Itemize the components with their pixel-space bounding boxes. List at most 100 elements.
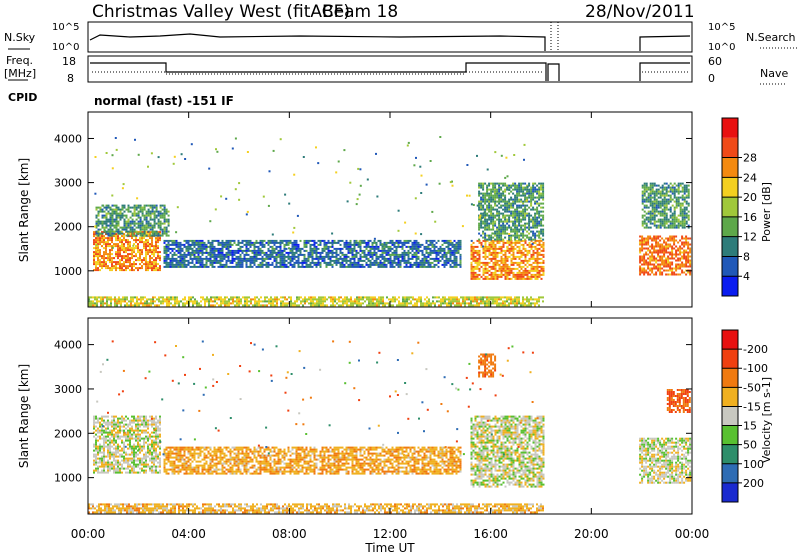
power-cell	[195, 265, 198, 268]
power-cell	[403, 257, 406, 260]
n-sky-label: N.Sky	[4, 31, 36, 44]
power-cell	[490, 222, 493, 225]
power-cell	[101, 208, 104, 211]
power-cell	[295, 241, 298, 244]
power-cell	[488, 298, 490, 301]
power-cell	[476, 253, 479, 256]
power-cell	[237, 241, 240, 244]
power-cell	[119, 214, 122, 217]
power-cell	[283, 249, 286, 252]
power-cell	[385, 265, 388, 268]
power-cell	[228, 302, 230, 305]
power-cell	[254, 302, 256, 305]
power-cell	[437, 249, 440, 252]
power-cell	[106, 300, 108, 303]
power-cell	[107, 257, 109, 260]
power-cell	[166, 304, 168, 307]
power-cell	[251, 241, 254, 244]
power-cell	[135, 232, 138, 235]
power-cell	[213, 259, 216, 262]
power-cell	[671, 261, 674, 264]
power-cell	[494, 182, 497, 185]
power-cell	[175, 265, 178, 268]
power-cell	[143, 206, 146, 209]
power-cell	[149, 263, 151, 266]
power-cell	[123, 269, 125, 272]
power-cell	[415, 251, 418, 254]
power-cell	[496, 253, 499, 256]
power-cell	[451, 249, 454, 252]
power-cell	[478, 249, 481, 252]
power-cell	[217, 253, 220, 256]
power-cell	[687, 257, 690, 260]
power-cell	[393, 241, 396, 244]
power-cell	[183, 255, 186, 258]
power-cell	[253, 249, 256, 252]
power-cell	[397, 241, 400, 244]
power-cell	[314, 302, 316, 305]
power-cell	[281, 265, 284, 268]
power-cell	[542, 271, 545, 274]
power-cell	[333, 261, 336, 264]
power-cell	[482, 271, 485, 274]
power-cell	[504, 255, 507, 258]
power-cell	[526, 265, 529, 268]
power-cell	[500, 267, 503, 270]
power-cell	[321, 257, 324, 260]
power-cell	[382, 300, 384, 303]
power-cell	[534, 212, 537, 215]
power-cell	[282, 296, 284, 299]
power-cell	[376, 300, 378, 303]
power-cell	[407, 253, 410, 256]
power-cell	[502, 190, 505, 193]
power-cell	[506, 249, 509, 252]
power-cell	[395, 253, 398, 256]
power-cell	[125, 241, 127, 244]
power-cell	[496, 296, 498, 299]
power-cell	[514, 238, 517, 241]
power-cell	[653, 206, 656, 209]
power-cell	[663, 269, 666, 272]
power-cell	[275, 241, 278, 244]
power-cell	[119, 241, 121, 244]
cpid-label: CPID	[8, 91, 37, 104]
power-cell	[251, 259, 254, 262]
power-cell	[139, 253, 141, 256]
power-cell	[281, 253, 284, 256]
power-cell	[502, 230, 505, 233]
power-cell	[528, 269, 531, 272]
power-cell	[375, 263, 378, 266]
power-cell	[273, 251, 276, 254]
power-cell	[685, 249, 688, 252]
power-cell	[163, 245, 166, 248]
power-cell	[215, 257, 218, 260]
power-cell	[322, 296, 324, 299]
power-cell	[530, 257, 533, 260]
power-cell	[331, 265, 334, 268]
power-cell	[649, 222, 652, 225]
power-cell	[657, 255, 660, 258]
power-cell	[163, 208, 166, 211]
power-cell	[103, 210, 106, 213]
power-cell	[502, 182, 505, 185]
power-cell	[655, 245, 658, 248]
power-cell	[318, 300, 320, 303]
power-cell	[418, 296, 420, 299]
power-cell	[490, 247, 493, 250]
power-cell	[110, 300, 112, 303]
power-cell	[172, 298, 174, 301]
power-cell	[675, 235, 678, 238]
power-cell	[522, 261, 525, 264]
power-cell	[647, 249, 650, 252]
power-cell	[641, 239, 644, 242]
power-cell	[362, 298, 364, 301]
power-cell	[542, 253, 545, 256]
power-cell	[276, 302, 278, 305]
power-cell	[312, 302, 314, 305]
power-cell	[151, 208, 154, 211]
power-cell	[379, 263, 382, 266]
power-cell	[435, 259, 438, 262]
power-cell	[518, 204, 521, 207]
power-cell	[392, 298, 394, 301]
power-cell	[232, 300, 234, 303]
